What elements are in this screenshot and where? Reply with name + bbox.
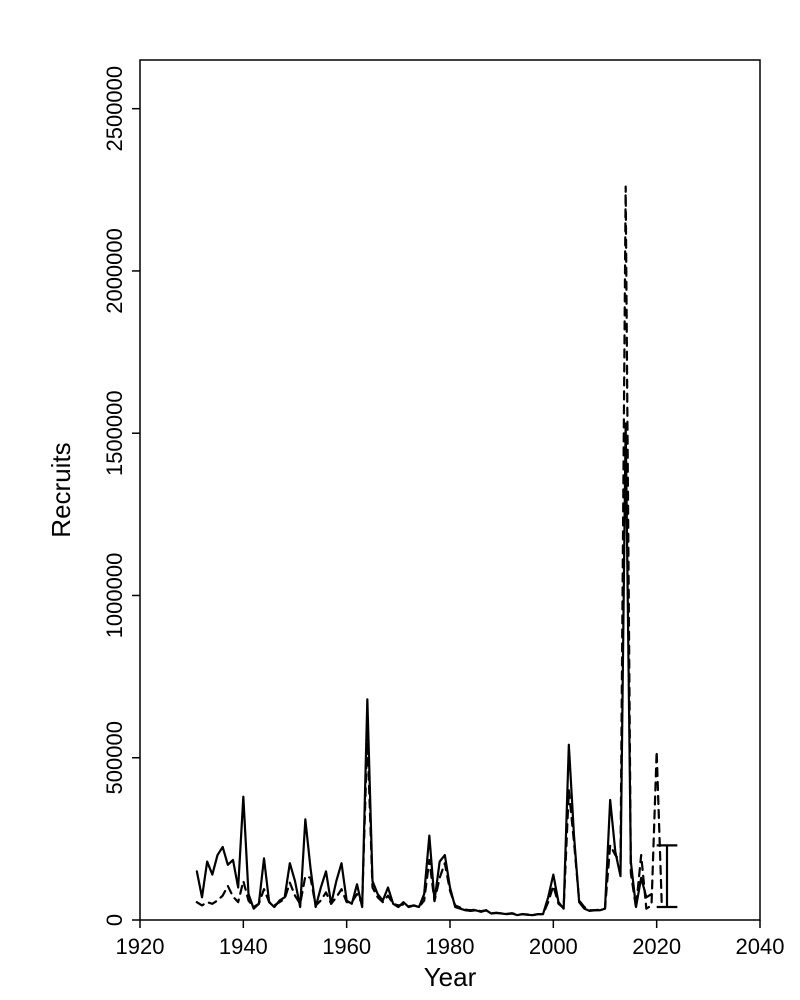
- y-tick-label: 500000: [102, 721, 127, 794]
- solid-series: [197, 423, 652, 915]
- dashed-series: [197, 187, 662, 916]
- y-tick-label: 1500000: [102, 390, 127, 476]
- y-tick-label: 1000000: [102, 553, 127, 639]
- y-tick-label: 2000000: [102, 228, 127, 314]
- y-tick-label: 2500000: [102, 66, 127, 152]
- chart-container: 1920 1940 1960 1980 2000 2020 2040 Year 0 500000 1…: [0, 0, 800, 1000]
- y-axis-label: Recruits: [46, 442, 76, 537]
- y-tick-label: 0: [102, 914, 127, 926]
- x-tick-label: 2020: [632, 934, 681, 959]
- x-tick-label: 1920: [116, 934, 165, 959]
- line-chart: 1920 1940 1960 1980 2000 2020 2040 Year 0 500000 1…: [0, 0, 800, 1000]
- x-axis-label: Year: [424, 962, 477, 992]
- x-tick-label: 1940: [219, 934, 268, 959]
- x-tick-label: 1980: [426, 934, 475, 959]
- x-tick-label: 1960: [322, 934, 371, 959]
- plot-box: [140, 60, 760, 920]
- x-tick-label: 2000: [529, 934, 578, 959]
- x-tick-label: 2040: [736, 934, 785, 959]
